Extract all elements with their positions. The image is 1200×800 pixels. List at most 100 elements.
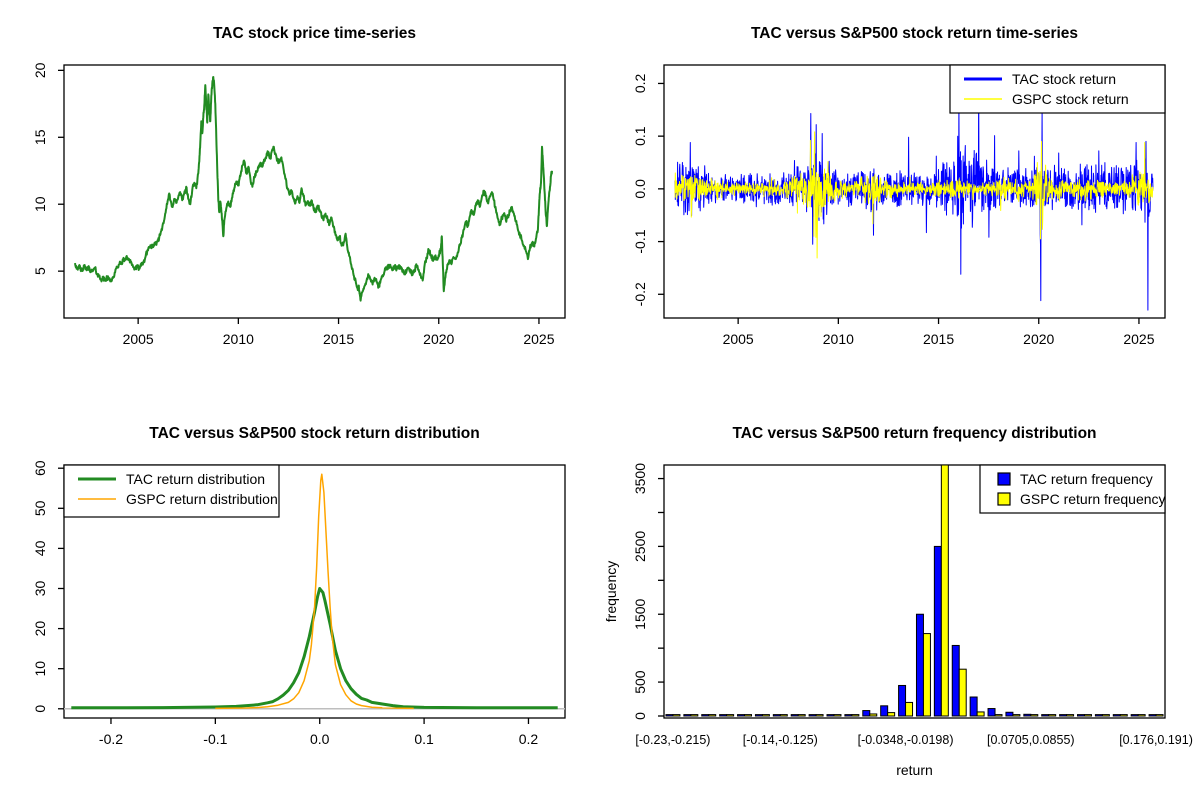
tac-frequency-bar	[1077, 714, 1085, 717]
legend-box	[63, 464, 280, 518]
tac-frequency-bar	[754, 714, 763, 717]
tac-frequency-bar	[790, 714, 799, 717]
tac-frequency-bar	[701, 714, 710, 717]
legend-label: GSPC stock return	[1012, 91, 1129, 107]
panel-title: TAC versus S&P500 stock return time-seri…	[751, 25, 1078, 42]
plot-box	[63, 464, 566, 719]
panel-title: TAC stock price time-series	[213, 25, 416, 42]
x-tick-label: 2025	[1123, 331, 1154, 347]
plot-box	[663, 464, 1166, 719]
legend-label: TAC stock return	[1012, 71, 1116, 87]
gspc-frequency-bar	[994, 714, 1003, 717]
x-tick-label: 2005	[123, 331, 154, 347]
x-tick-label: 0.1	[414, 731, 434, 747]
gspc-frequency-bar	[726, 714, 735, 717]
panel-title: TAC versus S&P500 return frequency distr…	[732, 425, 1096, 442]
y-tick-label: 15	[32, 129, 48, 145]
y-tick-label: 5	[32, 267, 48, 275]
x-tick-label: 2015	[323, 331, 354, 347]
gspc-frequency-bar	[1048, 714, 1057, 717]
x-tick-label: 2025	[523, 331, 554, 347]
gspc-frequency-bar	[1155, 714, 1164, 717]
tac-frequency-bar	[1148, 714, 1157, 717]
x-tick-label: 0.0	[310, 731, 330, 747]
legend-label: GSPC return distribution	[126, 491, 278, 507]
y-tick-label: -0.2	[632, 282, 648, 306]
panel-title: TAC versus S&P500 stock return distribut…	[149, 425, 479, 442]
gspc-frequency-bar	[797, 714, 806, 717]
gspc-frequency-bar	[905, 701, 914, 717]
gspc-frequency-bar	[779, 714, 788, 717]
panel-return-timeseries: TAC versus S&P500 stock return time-seri…	[632, 25, 1166, 347]
gspc-frequency-bar	[851, 714, 860, 717]
y-tick-label: 30	[32, 580, 48, 596]
y-tick-label: 20	[32, 62, 48, 78]
tac-frequency-bar	[772, 714, 781, 717]
gspc-frequency-bar	[1101, 714, 1110, 717]
gspc-frequency-bar	[976, 711, 985, 717]
gspc-frequency-bar	[1137, 714, 1146, 717]
tac-frequency-bar	[826, 714, 835, 717]
y-tick-label: 0.0	[632, 179, 648, 199]
x-tick-label: 0.2	[519, 731, 539, 747]
gspc-return-series	[674, 131, 1154, 259]
x-tick-label: 2010	[823, 331, 854, 347]
gspc-frequency-bar	[833, 714, 842, 717]
panel-return-density: TAC versus S&P500 stock return distribut…	[32, 425, 566, 747]
gspc-frequency-bar	[672, 714, 681, 717]
tac-frequency-bar	[933, 545, 942, 717]
y-tick-label: 0	[632, 712, 648, 720]
y-tick-label: 2500	[632, 531, 648, 562]
legend-label: GSPC return frequency	[1020, 491, 1166, 507]
y-tick-label: 0.2	[632, 74, 648, 94]
x-tick-label: -0.2	[99, 731, 123, 747]
x-tick-label: 2005	[723, 331, 754, 347]
x-tick-label: 2015	[923, 331, 954, 347]
gspc-frequency-bar	[1012, 714, 1021, 717]
panel-return-histogram: TAC versus S&P500 return frequency distr…	[603, 425, 1193, 778]
tac-frequency-bar	[683, 714, 692, 717]
bin-label: [-0.0348,-0.0198)	[858, 733, 954, 747]
tac-frequency-bar	[898, 684, 907, 717]
gspc-frequency-bar	[815, 714, 824, 717]
tac-density-curve	[71, 587, 558, 710]
y-tick-label: 10	[32, 661, 48, 677]
legend-box	[979, 464, 1166, 514]
tac-frequency-bar	[808, 714, 817, 717]
legend-label: TAC return frequency	[1020, 471, 1153, 487]
legend-swatch	[997, 492, 1011, 506]
tac-frequency-bar	[969, 696, 978, 717]
legend-label: TAC return distribution	[126, 471, 265, 487]
x-axis-title: return	[896, 762, 933, 778]
bin-label: [-0.14,-0.125)	[743, 733, 818, 747]
gspc-frequency-bar	[761, 714, 770, 717]
tac-frequency-bar	[665, 714, 674, 717]
y-tick-label: 40	[32, 540, 48, 556]
plot-box	[663, 64, 1166, 319]
y-tick-label: 20	[32, 621, 48, 637]
gspc-frequency-bar	[1066, 714, 1075, 717]
tac-frequency-bar	[880, 705, 889, 717]
y-tick-label: 500	[632, 670, 648, 694]
bin-label: [0.0705,0.0855)	[987, 733, 1075, 747]
gspc-frequency-bar	[869, 713, 878, 717]
tac-frequency-bar	[1041, 714, 1050, 717]
gspc-density-curve	[215, 473, 414, 710]
y-tick-label: 0.1	[632, 126, 648, 146]
y-tick-label: 50	[32, 500, 48, 516]
tac-frequency-bar	[737, 714, 746, 717]
gspc-frequency-bar	[887, 712, 896, 717]
y-tick-label: 60	[32, 460, 48, 476]
tac-frequency-bar	[1094, 714, 1103, 717]
tac-frequency-bar	[1059, 714, 1068, 717]
bin-label: [-0.23,-0.215)	[635, 733, 710, 747]
x-tick-label: -0.1	[203, 731, 227, 747]
x-tick-label: 2020	[1023, 331, 1054, 347]
tac-frequency-bar	[1130, 714, 1139, 717]
tac-frequency-bar	[862, 710, 871, 717]
tac-frequency-bar	[951, 644, 960, 717]
tac-frequency-bar	[1023, 713, 1032, 717]
x-tick-label: 2010	[223, 331, 254, 347]
